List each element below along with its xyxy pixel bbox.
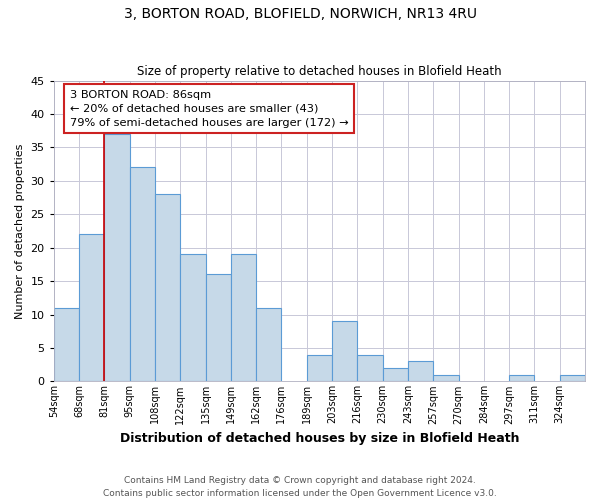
- Bar: [180, 254, 206, 382]
- Bar: [206, 274, 231, 382]
- Bar: [155, 194, 180, 382]
- Bar: [358, 354, 383, 382]
- Bar: [231, 254, 256, 382]
- Bar: [54, 308, 79, 382]
- Text: 3 BORTON ROAD: 86sqm
← 20% of detached houses are smaller (43)
79% of semi-detac: 3 BORTON ROAD: 86sqm ← 20% of detached h…: [70, 90, 348, 128]
- Title: Size of property relative to detached houses in Blofield Heath: Size of property relative to detached ho…: [137, 65, 502, 78]
- Text: 3, BORTON ROAD, BLOFIELD, NORWICH, NR13 4RU: 3, BORTON ROAD, BLOFIELD, NORWICH, NR13 …: [124, 8, 476, 22]
- Bar: [79, 234, 104, 382]
- Bar: [104, 134, 130, 382]
- Bar: [433, 374, 458, 382]
- Bar: [307, 354, 332, 382]
- Bar: [560, 374, 585, 382]
- Bar: [256, 308, 281, 382]
- Text: Contains HM Land Registry data © Crown copyright and database right 2024.
Contai: Contains HM Land Registry data © Crown c…: [103, 476, 497, 498]
- Y-axis label: Number of detached properties: Number of detached properties: [15, 144, 25, 318]
- Bar: [130, 168, 155, 382]
- Bar: [509, 374, 535, 382]
- Bar: [383, 368, 408, 382]
- Bar: [408, 362, 433, 382]
- X-axis label: Distribution of detached houses by size in Blofield Heath: Distribution of detached houses by size …: [119, 432, 519, 445]
- Bar: [332, 321, 358, 382]
